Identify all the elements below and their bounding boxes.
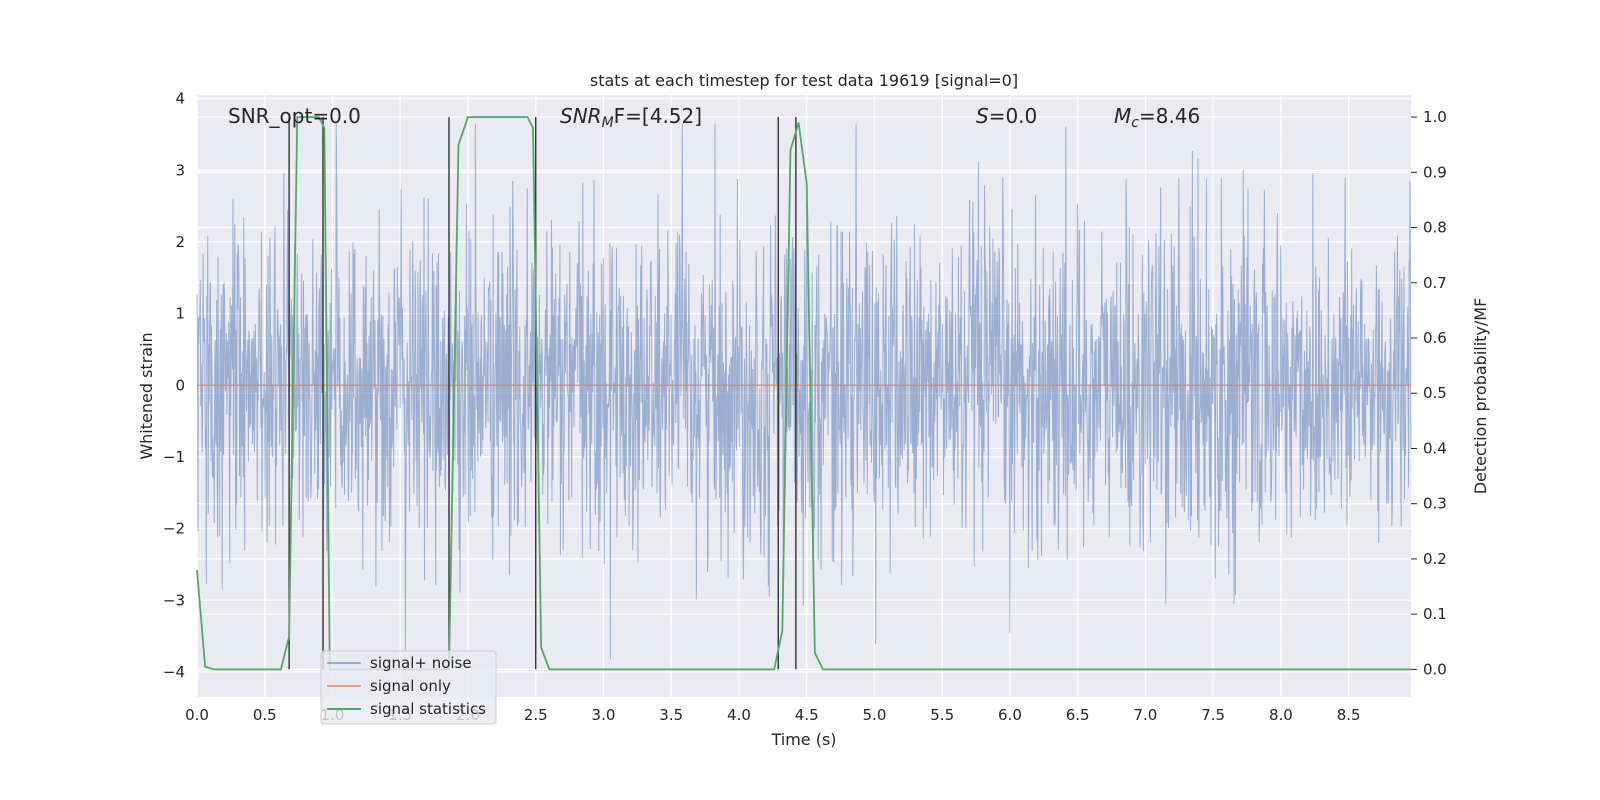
left-y-tick-label: −4	[163, 663, 185, 681]
right-y-tick-label: 1.0	[1423, 108, 1447, 126]
annotation-snr-opt: SNR_opt=0.0	[228, 104, 361, 128]
x-tick-label: 5.5	[930, 706, 954, 724]
series-signal-noise	[196, 123, 1412, 660]
noise-trace	[196, 123, 1412, 660]
x-axis-label: Time (s)	[770, 730, 836, 749]
right-y-tick-label: 0.3	[1423, 495, 1447, 513]
x-tick-label: 3.5	[659, 706, 683, 724]
legend-box	[320, 650, 497, 725]
right-y-tick-label: 0.6	[1423, 329, 1447, 347]
right-y-tick-label: 0.2	[1423, 550, 1447, 568]
x-tick-label: 8.0	[1269, 706, 1293, 724]
annotation-mc-rest: =8.46	[1139, 104, 1200, 128]
annotation-s-main: S	[976, 104, 989, 128]
series-signal-statistics	[196, 116, 1411, 671]
x-tick-label: 8.5	[1337, 706, 1361, 724]
x-tick-label: 4.0	[727, 706, 751, 724]
x-tick-label: 4.5	[795, 706, 819, 724]
annotation-mc-sub: c	[1131, 115, 1139, 131]
annotation-snr-mf-sub: M	[602, 115, 614, 131]
left-y-tick-label: 2	[175, 233, 185, 251]
legend: signal+ noise signal only signal statist…	[320, 650, 497, 725]
left-y-tick-label: 3	[175, 161, 185, 179]
x-tick-label: 5.0	[863, 706, 887, 724]
x-tick-label: 7.5	[1201, 706, 1225, 724]
annotation-snr-mf-main: SNR	[560, 104, 602, 128]
annotation-mc-main: M	[1114, 104, 1131, 128]
left-y-tick-label: 1	[175, 305, 185, 323]
right-y-tick-label: 0.5	[1423, 384, 1447, 402]
legend-label-signal-only: signal only	[370, 677, 451, 695]
left-y-tick-label: −2	[163, 520, 185, 538]
legend-label-signal-statistics: signal statistics	[370, 700, 486, 718]
left-y-tick-label: 0	[175, 376, 185, 394]
signal-statistics-line	[196, 116, 1411, 671]
right-y-axis-ticks: 1.0 0.9 0.8 0.7 0.6 0.5 0.4 0.3 0.2 0.1 0.0	[1411, 108, 1447, 678]
right-y-tick-label: 0.8	[1423, 219, 1447, 237]
right-y-tick-label: 0.0	[1423, 660, 1447, 678]
x-tick-label: 0.0	[185, 706, 209, 724]
vertical-marker-lines	[288, 117, 797, 670]
right-y-tick-label: 0.1	[1423, 605, 1447, 623]
left-y-axis-ticks: 4 3 2 1 0 −1 −2 −3 −4	[163, 90, 185, 681]
left-y-tick-label: −1	[163, 448, 185, 466]
left-y-axis-label: Whitened strain	[137, 332, 156, 459]
x-tick-label: 6.5	[1066, 706, 1090, 724]
chart-title: stats at each timestep for test data 196…	[590, 71, 1018, 90]
right-y-tick-label: 0.9	[1423, 163, 1447, 181]
x-tick-label: 2.5	[524, 706, 548, 724]
left-y-tick-label: −3	[163, 591, 185, 609]
annotation-mc: Mc=8.46	[1114, 104, 1200, 131]
x-tick-label: 7.0	[1134, 706, 1158, 724]
x-tick-label: 6.0	[998, 706, 1022, 724]
annotation-snr-mf: SNRMF=[4.52]	[560, 104, 702, 131]
left-y-tick-label: 4	[175, 90, 185, 108]
annotation-s: S=0.0	[976, 104, 1037, 128]
x-tick-label: 0.5	[253, 706, 277, 724]
annotation-snr-mf-rest: F=[4.52]	[614, 104, 702, 128]
legend-label-signal-noise: signal+ noise	[370, 654, 472, 672]
x-tick-label: 3.0	[592, 706, 616, 724]
right-y-tick-label: 0.4	[1423, 439, 1447, 457]
annotation-s-rest: =0.0	[989, 104, 1038, 128]
right-y-tick-label: 0.7	[1423, 274, 1447, 292]
right-y-axis-label: Detection probability/MF	[1471, 298, 1490, 495]
